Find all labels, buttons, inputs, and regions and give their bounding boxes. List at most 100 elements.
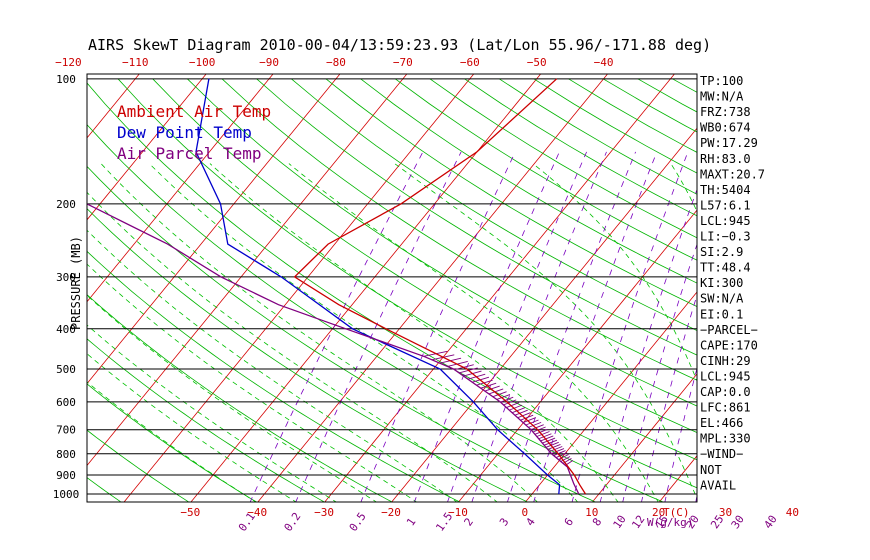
dry-adiabat-line: [221, 78, 697, 381]
top-tick-label: −80: [326, 56, 346, 69]
cape-hatch-line: [536, 431, 550, 437]
moist-adiabat-line: [149, 163, 579, 502]
cape-hatch-line: [512, 407, 526, 414]
mixing-ratio-label: 0.5: [347, 510, 369, 534]
mixing-ratio-line: [447, 151, 587, 502]
cape-hatch-line: [547, 444, 561, 450]
cape-hatch-line: [525, 419, 539, 426]
y-axis-title: PRESSURE (MB): [69, 236, 83, 330]
isotherm-line: [524, 291, 697, 502]
cape-hatch-line: [500, 396, 514, 403]
cape-hatch-line: [509, 404, 523, 411]
dry-adiabat-line: [394, 78, 697, 261]
dry-adiabat-line: [87, 477, 122, 502]
cape-hatch-line: [538, 433, 552, 440]
bottom-tick-label: −30: [314, 506, 334, 519]
mixing-ratio-label: 1: [404, 516, 418, 529]
moist-adiabat-line: [288, 163, 659, 502]
isotherm-line: [858, 70, 870, 505]
pressure-tick-label: 700: [56, 424, 76, 437]
cape-hatch-line: [480, 382, 497, 389]
dry-adiabat-line: [0, 79, 57, 505]
isotherm-line: [257, 74, 609, 502]
isotherm-line: [123, 74, 475, 502]
index-line: EL:466: [700, 416, 743, 430]
index-line: CAP:0.0: [700, 385, 751, 399]
index-line: TT:48.4: [700, 261, 751, 275]
legend-ambient-temp: Ambient Air Temp: [117, 102, 271, 121]
pressure-tick-label: 300: [56, 271, 76, 284]
dewpoint-line: [195, 78, 561, 495]
mixing-ratio-label: 4: [523, 515, 538, 528]
legend-dew-point: Dew Point Temp: [117, 123, 252, 142]
legend-air-parcel: Air Parcel Temp: [117, 144, 262, 163]
pressure-tick-label: 500: [56, 363, 76, 376]
mixing-ratio-line: [507, 151, 636, 502]
mixing-ratio-line: [471, 151, 607, 502]
cape-hatch-line: [542, 437, 556, 444]
cape-hatch-area: [423, 350, 574, 466]
top-tick-label: −100: [189, 56, 216, 69]
cape-hatch-line: [560, 456, 571, 462]
axis-labels: PRESSURE (MB) T(C) W(g/kg): [69, 236, 693, 529]
mixing-ratio-label: 2: [462, 516, 476, 529]
pressure-tick-label: 900: [56, 469, 76, 482]
top-temperature-ticks: −120 −110 −100 −90 −80 −70 −60 −50 −40: [55, 56, 613, 69]
index-line: LI:−0.3: [700, 230, 751, 244]
moist-adiabat-line: [87, 353, 297, 502]
index-line: CAPE:170: [700, 338, 758, 352]
isotherm-line: [0, 70, 76, 505]
isotherm-line: [87, 74, 341, 385]
dry-adiabat-line: [256, 78, 697, 356]
cape-hatch-line: [528, 421, 542, 428]
cape-hatch-line: [488, 388, 504, 395]
mixing-ratio-label: 6: [562, 516, 576, 529]
mix-unit-label: W(g/kg): [647, 516, 693, 529]
pressure-tick-label: 400: [56, 323, 76, 336]
isotherm-line: [0, 70, 9, 505]
mixing-ratio-label: 0.2: [282, 510, 304, 534]
dry-adiabat-line: [360, 78, 697, 284]
plot-frame: [86, 73, 698, 503]
cape-hatch-line: [551, 448, 565, 454]
mixing-ratio-label: 25: [708, 513, 726, 531]
index-line: L57:6.1: [700, 198, 751, 212]
index-line: SW:N/A: [700, 292, 744, 306]
bottom-tick-label: −10: [448, 506, 468, 519]
bottom-tick-label: 20: [652, 506, 665, 519]
profile-lines: [87, 78, 587, 495]
isotherm-line: [190, 74, 542, 502]
bottom-temperature-ticks: −50 −40 −30 −20 −10 0 10 20 30 40: [180, 506, 799, 519]
index-line: TP:100: [700, 74, 743, 88]
isotherm-line: [87, 74, 207, 221]
pressure-tick-label: 800: [56, 448, 76, 461]
mixing-ratio-label: 30: [729, 513, 747, 531]
moist-adiabat-line: [87, 381, 257, 502]
parcel-line: [87, 203, 580, 495]
index-line: RH:83.0: [700, 152, 751, 166]
isotherm-line: [791, 70, 870, 505]
index-line: SI:2.9: [700, 245, 743, 259]
index-line: TH:5404: [700, 183, 751, 197]
dry-adiabat-line: [325, 78, 697, 308]
top-tick-label: −120: [55, 56, 82, 69]
dry-adiabat-line: [429, 78, 697, 239]
temperature-line: [293, 78, 587, 495]
moist-adiabat-line: [87, 324, 337, 502]
bottom-tick-label: −50: [180, 506, 200, 519]
index-line: −WIND−: [700, 447, 743, 461]
index-line: MPL:330: [700, 432, 751, 446]
dry-adiabat-line: [187, 78, 697, 407]
isotherm-line: [658, 455, 697, 502]
chart-title: AIRS SkewT Diagram 2010-00-04/13:59:23.9…: [88, 36, 711, 54]
cape-hatch-line: [555, 452, 568, 458]
index-line: LCL:945: [700, 369, 751, 383]
mixing-ratio-label: 20: [684, 513, 702, 531]
bottom-tick-label: 30: [719, 506, 732, 519]
bottom-tick-label: 40: [786, 506, 799, 519]
isotherm-line: [391, 127, 697, 502]
moist-adiabat-line: [100, 163, 538, 502]
index-line: MAXT:20.7: [700, 167, 765, 181]
mixing-ratio-label: 12: [629, 513, 647, 531]
